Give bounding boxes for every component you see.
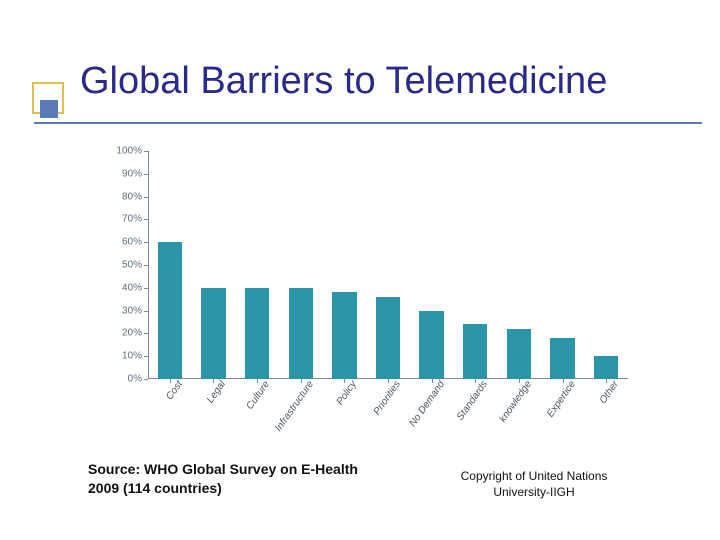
x-tick-label: Policy bbox=[335, 379, 359, 407]
bar bbox=[550, 338, 574, 379]
bar bbox=[245, 288, 269, 379]
y-tick-mark bbox=[144, 265, 148, 266]
y-tick-label: 20% bbox=[122, 328, 142, 339]
bar bbox=[332, 292, 356, 379]
x-tick-mark bbox=[432, 379, 433, 383]
x-tick-label: Legal bbox=[205, 379, 228, 405]
y-tick-label: 80% bbox=[122, 191, 142, 202]
y-tick-mark bbox=[144, 379, 148, 380]
bar bbox=[463, 324, 487, 379]
y-tick-mark bbox=[144, 197, 148, 198]
y-tick-label: 60% bbox=[122, 237, 142, 248]
slide: Global Barriers to Telemedicine 0% 10% 20%… bbox=[0, 0, 720, 540]
bar bbox=[289, 288, 313, 379]
y-tick-label: 100% bbox=[116, 146, 142, 157]
bars-container bbox=[148, 151, 628, 379]
y-tick-mark bbox=[144, 242, 148, 243]
y-tick-label: 50% bbox=[122, 260, 142, 271]
y-tick-label: 0% bbox=[128, 374, 142, 385]
x-tick-mark bbox=[344, 379, 345, 383]
title-bullet-inner-icon bbox=[40, 100, 58, 118]
y-tick-mark bbox=[144, 356, 148, 357]
y-tick-label: 30% bbox=[122, 305, 142, 316]
chart-inner: 0% 10% 20% 30% 40% 50% 60% 70% 80% 90% 100% Cost Le… bbox=[86, 145, 646, 445]
x-tick-mark bbox=[170, 379, 171, 383]
x-tick-mark bbox=[519, 379, 520, 383]
x-tick-mark bbox=[301, 379, 302, 383]
title-block: Global Barriers to Telemedicine bbox=[38, 60, 700, 103]
x-tick-label: Priorities bbox=[372, 379, 403, 417]
y-tick-mark bbox=[144, 333, 148, 334]
x-tick-mark bbox=[606, 379, 607, 383]
plot-area: 0%10%20%30%40%50%60%70%80%90%100% CostLe… bbox=[148, 151, 628, 379]
x-tick-mark bbox=[475, 379, 476, 383]
y-tick-label: 40% bbox=[122, 282, 142, 293]
slide-title: Global Barriers to Telemedicine bbox=[80, 60, 700, 103]
barriers-bar-chart: 0% 10% 20% 30% 40% 50% 60% 70% 80% 90% 100% Cost Le… bbox=[86, 145, 646, 445]
y-tick-label: 10% bbox=[122, 351, 142, 362]
x-tick-mark bbox=[213, 379, 214, 383]
bar bbox=[158, 242, 182, 379]
y-tick-label: 70% bbox=[122, 214, 142, 225]
source-caption: Source: WHO Global Survey on E-Health 20… bbox=[88, 460, 358, 498]
y-tick-mark bbox=[144, 219, 148, 220]
x-tick-label: No Demand bbox=[407, 379, 447, 429]
y-tick-mark bbox=[144, 151, 148, 152]
x-tick-mark bbox=[388, 379, 389, 383]
bar bbox=[419, 311, 443, 379]
title-underline bbox=[34, 122, 702, 124]
bar bbox=[376, 297, 400, 379]
x-tick-label: Other bbox=[598, 379, 621, 406]
x-tick-mark bbox=[257, 379, 258, 383]
copyright-caption: Copyright of United Nations University-I… bbox=[434, 468, 634, 500]
x-tick-label: Standards bbox=[455, 379, 490, 423]
bar bbox=[594, 356, 618, 379]
y-tick-mark bbox=[144, 174, 148, 175]
x-tick-label: Culture bbox=[245, 379, 273, 412]
x-tick-label: Cost bbox=[164, 379, 185, 402]
bar bbox=[201, 288, 225, 379]
y-tick-label: 90% bbox=[122, 168, 142, 179]
x-tick-mark bbox=[563, 379, 564, 383]
x-tick-label: Infrastructure bbox=[273, 379, 316, 434]
bar bbox=[507, 329, 531, 379]
x-tick-label: Expertice bbox=[545, 379, 578, 419]
y-tick-mark bbox=[144, 311, 148, 312]
x-tick-label: knowledge bbox=[497, 379, 533, 424]
y-tick-mark bbox=[144, 288, 148, 289]
